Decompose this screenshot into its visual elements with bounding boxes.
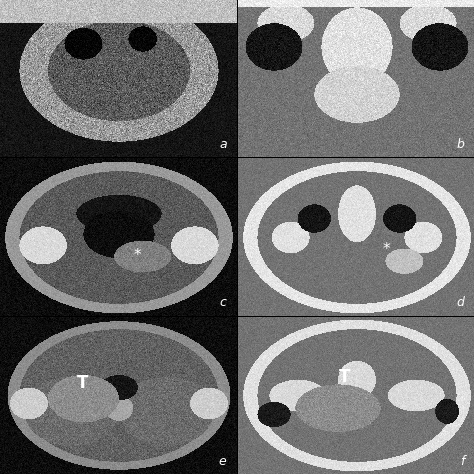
Text: c: c bbox=[220, 296, 227, 310]
Text: d: d bbox=[456, 296, 465, 310]
Text: b: b bbox=[456, 138, 465, 151]
Text: *: * bbox=[133, 248, 141, 264]
Text: *: * bbox=[383, 242, 391, 257]
Text: a: a bbox=[219, 138, 227, 151]
Text: e: e bbox=[219, 455, 227, 468]
Text: f: f bbox=[460, 455, 465, 468]
Text: T: T bbox=[77, 374, 88, 392]
Text: T: T bbox=[338, 367, 350, 385]
